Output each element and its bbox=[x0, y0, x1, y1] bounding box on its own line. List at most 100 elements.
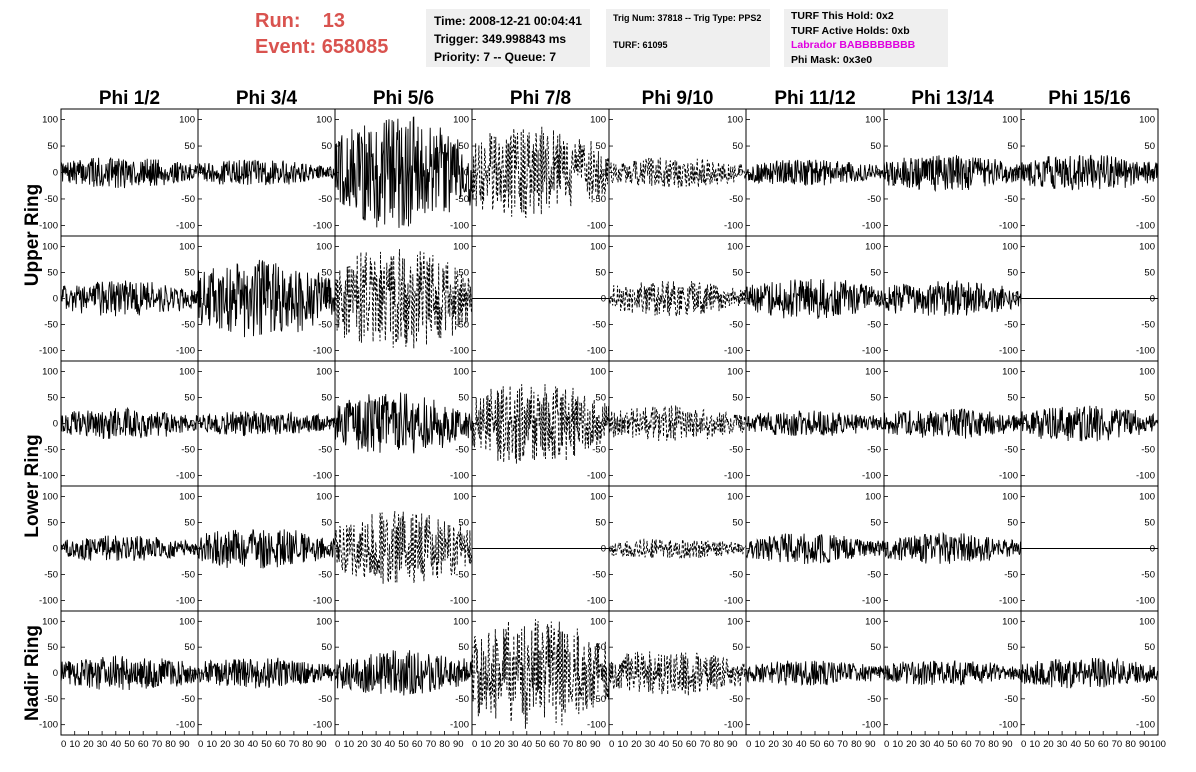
y-tick-label: -50 bbox=[867, 445, 881, 456]
y-tick-label: -100 bbox=[999, 720, 1018, 731]
y-tick-label: -100 bbox=[176, 346, 195, 357]
y-tick-label: 100 bbox=[590, 115, 606, 126]
phi-column-label: Phi 11/12 bbox=[774, 88, 855, 109]
y-tick-label: 100 bbox=[865, 115, 881, 126]
x-tick-label: 60 bbox=[412, 739, 423, 750]
y-tick-label: 0 bbox=[1013, 294, 1018, 305]
x-tick-label: 50 bbox=[261, 739, 272, 750]
y-tick-label: 50 bbox=[870, 392, 881, 403]
y-tick-label: -100 bbox=[587, 220, 606, 231]
y-tick-label: -100 bbox=[313, 720, 332, 731]
y-tick-label: 50 bbox=[1144, 141, 1155, 152]
waveform-trace bbox=[608, 405, 747, 442]
y-tick-label: -100 bbox=[450, 596, 469, 607]
waveform-trace bbox=[334, 116, 473, 228]
turf-info-box: TURF This Hold: 0x2 TURF Active Holds: 0… bbox=[784, 9, 948, 67]
y-tick-label: -50 bbox=[44, 320, 58, 331]
y-tick-label: -100 bbox=[724, 596, 743, 607]
x-tick-label: 60 bbox=[1098, 739, 1109, 750]
y-tick-label: -100 bbox=[587, 596, 606, 607]
y-tick-label: -100 bbox=[450, 220, 469, 231]
y-tick-label: -100 bbox=[724, 720, 743, 731]
y-tick-label: -100 bbox=[724, 220, 743, 231]
x-tick-label: 30 bbox=[371, 739, 382, 750]
y-tick-label: 100 bbox=[316, 241, 332, 252]
y-tick-label: -100 bbox=[1136, 596, 1155, 607]
waveform-trace bbox=[471, 384, 610, 464]
y-tick-label: -50 bbox=[1004, 445, 1018, 456]
y-tick-label: 0 bbox=[53, 544, 58, 555]
y-tick-label: 50 bbox=[870, 642, 881, 653]
ring-label: Nadir Ring bbox=[22, 625, 43, 721]
y-tick-label: 100 bbox=[42, 491, 58, 502]
y-tick-label: -50 bbox=[592, 320, 606, 331]
x-tick-label: 90 bbox=[1002, 739, 1013, 750]
y-tick-label: -50 bbox=[592, 445, 606, 456]
run-event-block: Run: 13 Event: 658085 bbox=[255, 8, 388, 60]
y-tick-label: -100 bbox=[862, 346, 881, 357]
x-tick-label: 0 bbox=[335, 739, 340, 750]
waveform-trace bbox=[471, 619, 610, 729]
trig-num-text: Trig Num: 37818 -- Trig Type: PPS2 bbox=[613, 13, 762, 23]
y-tick-label: -100 bbox=[313, 346, 332, 357]
waveform-trace bbox=[883, 660, 1022, 686]
y-tick-label: 50 bbox=[458, 267, 469, 278]
y-tick-label: -100 bbox=[724, 471, 743, 482]
y-tick-label: 100 bbox=[727, 241, 743, 252]
y-tick-label: 100 bbox=[179, 616, 195, 627]
x-tick-label: 40 bbox=[248, 739, 259, 750]
y-tick-label: 50 bbox=[321, 141, 332, 152]
y-tick-label: -100 bbox=[1136, 471, 1155, 482]
waveform-trace bbox=[197, 657, 336, 689]
y-tick-label: -100 bbox=[1136, 720, 1155, 731]
y-tick-label: -100 bbox=[724, 346, 743, 357]
x-tick-label: 50 bbox=[947, 739, 958, 750]
y-tick-label: 0 bbox=[190, 544, 195, 555]
y-tick-label: 100 bbox=[179, 241, 195, 252]
y-tick-label: -50 bbox=[1004, 320, 1018, 331]
y-tick-label: -50 bbox=[867, 320, 881, 331]
y-tick-label: 50 bbox=[1144, 642, 1155, 653]
y-tick-label: -100 bbox=[450, 720, 469, 731]
x-tick-label: 90 bbox=[590, 739, 601, 750]
x-tick-label: 30 bbox=[645, 739, 656, 750]
x-tick-label: 10 bbox=[755, 739, 766, 750]
y-tick-label: 100 bbox=[42, 115, 58, 126]
x-tick-label: 70 bbox=[1112, 739, 1123, 750]
phi-mask-text: Phi Mask: 0x3e0 bbox=[791, 53, 873, 66]
y-tick-label: 50 bbox=[870, 267, 881, 278]
y-tick-label: -100 bbox=[39, 720, 58, 731]
y-tick-label: 100 bbox=[1002, 241, 1018, 252]
y-tick-label: 100 bbox=[179, 366, 195, 377]
time-info-box: Time: 2008-12-21 00:04:41 Trigger: 349.9… bbox=[426, 9, 590, 67]
x-tick-label: 50 bbox=[398, 739, 409, 750]
y-tick-label: 50 bbox=[1144, 517, 1155, 528]
y-tick-label: -100 bbox=[999, 346, 1018, 357]
y-tick-label: 50 bbox=[870, 517, 881, 528]
x-tick-label: 40 bbox=[522, 739, 533, 750]
x-tick-label: 90 bbox=[865, 739, 876, 750]
waveform-trace bbox=[60, 406, 199, 439]
waveform-trace bbox=[334, 392, 473, 454]
y-tick-label: -50 bbox=[592, 194, 606, 205]
x-tick-label: 20 bbox=[906, 739, 917, 750]
y-tick-label: 100 bbox=[316, 115, 332, 126]
y-tick-label: 50 bbox=[595, 517, 606, 528]
x-tick-label: 90 bbox=[316, 739, 327, 750]
y-tick-label: 50 bbox=[321, 642, 332, 653]
event-row: Event: 658085 bbox=[255, 34, 388, 60]
y-tick-label: 100 bbox=[1002, 115, 1018, 126]
y-tick-label: -50 bbox=[318, 194, 332, 205]
y-tick-label: 50 bbox=[732, 267, 743, 278]
waveform-trace bbox=[197, 411, 336, 437]
x-tick-label: 20 bbox=[1043, 739, 1054, 750]
phi-column-label: Phi 3/4 bbox=[236, 88, 298, 109]
x-tick-label: 40 bbox=[111, 739, 122, 750]
y-tick-label: -100 bbox=[450, 471, 469, 482]
y-tick-label: 50 bbox=[1007, 642, 1018, 653]
y-tick-label: -50 bbox=[318, 320, 332, 331]
waveform-trace bbox=[883, 155, 1022, 193]
y-tick-label: -100 bbox=[313, 596, 332, 607]
y-tick-label: 0 bbox=[53, 294, 58, 305]
y-tick-label: -50 bbox=[867, 570, 881, 581]
